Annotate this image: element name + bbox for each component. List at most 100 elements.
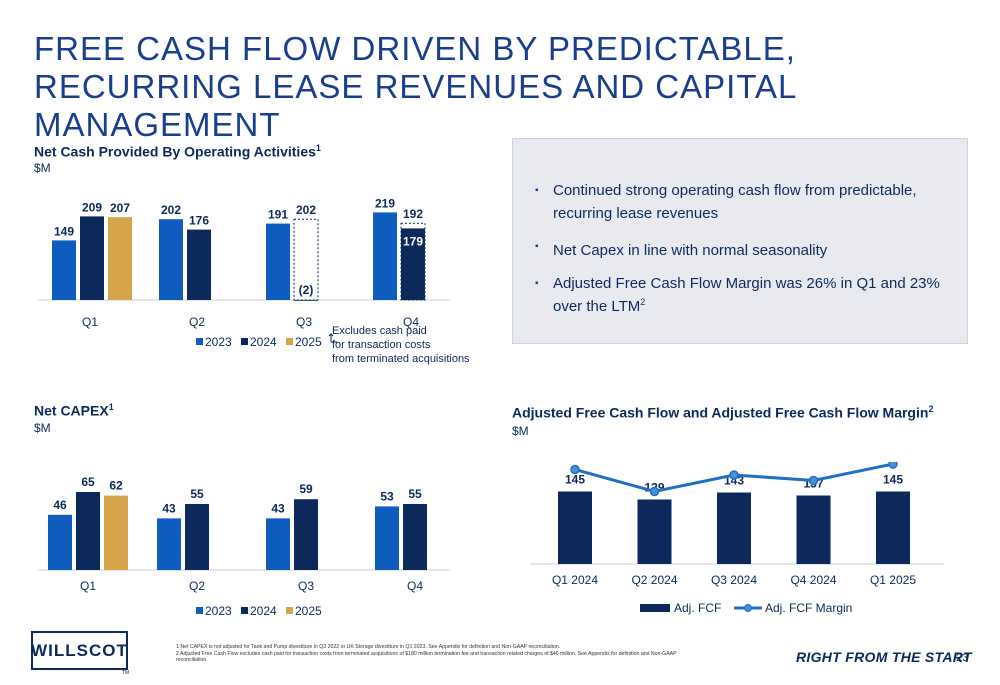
data-label-adj-fcf-margin-Q4 2024: 23%: [801, 462, 825, 474]
fcf-title: Adjusted Free Cash Flow and Adjusted Fre…: [512, 404, 933, 421]
capex-title-sup: 1: [108, 402, 114, 412]
bar-2025-Q1: [104, 495, 128, 570]
data-label-2023-Q1: 149: [54, 224, 74, 238]
opcf-title-sup: 1: [315, 143, 321, 153]
highlight-item: ▪ Continued strong operating cash flow fr…: [535, 181, 945, 223]
data-label-2023-Q3: 191: [268, 208, 288, 222]
bar-2023-Q2: [157, 518, 181, 570]
fcf-title-sup: 2: [928, 404, 934, 414]
data-label-2024-Q3: 59: [299, 482, 313, 496]
data-label-adj-fcf-Q1 2025: 145: [883, 473, 903, 487]
legend-label-2025: 2025: [295, 604, 322, 618]
legend-marker-adj-fcf-margin: [744, 604, 752, 612]
legend-label-2023: 2023: [205, 335, 232, 349]
opcf-chart: 149 209 207 Q1 202 176 Q2 191 202 (2) Q3 219 192 179 Q…: [38, 196, 470, 365]
bar-adj-fcf-Q1 2024: [558, 491, 592, 564]
point-adj-fcf-margin-Q4 2024: [808, 475, 819, 486]
opcf-unit: $M: [34, 161, 51, 175]
legend-label-2025: 2025: [295, 335, 322, 349]
bar-2025-Q1: [108, 217, 132, 300]
x-tick-label-Q1: Q1: [82, 315, 98, 329]
capex-chart: 46 65 62 Q1 43 55 Q2 43 59 Q3 53 55 Q4 2023 2024 2025: [38, 475, 450, 618]
point-adj-fcf-margin-Q1 2024: [570, 464, 580, 475]
highlight-text: Net Capex in line with normal seasonalit…: [553, 242, 828, 259]
opcf-title: Net Cash Provided By Operating Activitie…: [34, 143, 321, 160]
legend-swatch-2024: [241, 338, 248, 345]
bullet-icon: ▪: [535, 185, 539, 196]
legend-swatch-2025: [286, 607, 293, 614]
fcf-title-text: Adjusted Free Cash Flow and Adjusted Fre…: [512, 404, 929, 421]
bar-2023-Q4: [375, 506, 399, 570]
data-label-2023-Q4: 53: [380, 489, 394, 503]
capex-title-text: Net CAPEX: [34, 402, 109, 419]
x-tick-label-Q1 2025: Q1 2025: [870, 573, 916, 587]
data-label-2023-Q2: 202: [161, 203, 181, 217]
bar-adj-fcf-Q1 2025: [876, 491, 910, 564]
bar-2023-Q4: [373, 212, 397, 300]
data-label-2025-Q1: 207: [110, 201, 130, 215]
data-label-2024-Q2: 55: [190, 487, 204, 501]
data-label-2024-Q4: 179: [403, 234, 423, 248]
opcf-title-text: Net Cash Provided By Operating Activitie…: [34, 143, 316, 160]
bar-2023-Q3: [266, 223, 290, 300]
x-tick-label-Q3: Q3: [296, 315, 312, 329]
bar-2023-Q1: [52, 240, 76, 300]
bullet-icon: ▪: [535, 241, 539, 252]
callout-text-line: for transaction costs: [332, 339, 431, 351]
adjusted-bar-outline-Q4: [400, 222, 426, 301]
data-label-2024-Q1: 65: [81, 475, 95, 489]
page-number: 23: [956, 652, 969, 664]
footnote: 1 Net CAPEX is not adjusted for Tank and…: [176, 644, 561, 650]
footnote: 2 Adjusted Free Cash Flow excludes cash …: [176, 650, 677, 664]
highlights-box: ▪ Continued strong operating cash flow fr…: [512, 138, 968, 344]
x-tick-label-Q4: Q4: [403, 315, 419, 329]
legend-swatch-2025: [286, 338, 293, 345]
bar-2023-Q1: [48, 514, 72, 570]
legend-label-2023: 2023: [205, 604, 232, 618]
capex-title: Net CAPEX1: [34, 402, 114, 419]
bar-2024-Q1: [80, 216, 104, 300]
data-label-adj-fcf-margin-Q3 2024: 24%: [722, 462, 746, 468]
x-tick-label-Q1 2024: Q1 2024: [552, 573, 598, 587]
data-label-2024-Q3: (2): [299, 283, 314, 297]
x-tick-label-Q4 2024: Q4 2024: [790, 573, 836, 587]
bar-2024-Q2: [187, 229, 211, 300]
legend-label-adj-fcf: Adj. FCF: [674, 601, 721, 615]
data-label-adj-fcf-Q1 2024: 145: [565, 473, 585, 487]
bar-2023-Q3: [266, 518, 290, 570]
bar-2024-Q1: [76, 492, 100, 570]
data-label-adjusted-Q4: 192: [403, 207, 423, 221]
tagline: RIGHT FROM THE START: [796, 649, 972, 665]
legend-swatch-adj-fcf: [640, 604, 670, 612]
legend-swatch-2023: [196, 338, 203, 345]
bar-adj-fcf-Q4 2024: [796, 495, 831, 564]
callout-text-line: from terminated acquisitions: [332, 353, 470, 365]
data-label-2024-Q2: 176: [189, 214, 209, 228]
willscot-logo: WILLSCOT: [31, 631, 128, 670]
highlights-list: ▪ Continued strong operating cash flow fr…: [535, 181, 945, 330]
x-tick-label-Q3: Q3: [298, 579, 314, 593]
legend-swatch-2023: [196, 607, 203, 614]
data-label-2025-Q1: 62: [109, 479, 123, 493]
adjusted-bar-outline-Q3: [293, 218, 319, 301]
legend-swatch-2024: [241, 607, 248, 614]
highlight-item: ▪ Net Capex in line with normal seasonali…: [535, 237, 945, 260]
callout-arrow-icon: [328, 333, 337, 343]
bar-2024-Q4: [403, 504, 427, 570]
bullet-icon: ▪: [535, 278, 539, 289]
legend-label-2024: 2024: [250, 604, 277, 618]
point-adj-fcf-margin-Q3 2024: [729, 470, 739, 480]
point-adj-fcf-margin-Q2 2024: [649, 486, 660, 497]
data-label-2023-Q2: 43: [162, 501, 176, 515]
legend-label-adj-fcf-margin: Adj. FCF Margin: [765, 601, 852, 615]
bar-adj-fcf-Q2 2024: [637, 499, 672, 564]
bar-2024-Q2: [185, 504, 209, 570]
highlight-item: ▪ Adjusted Free Cash Flow Margin was 26% …: [535, 274, 945, 316]
x-tick-label-Q2: Q2: [189, 579, 205, 593]
data-label-2023-Q3: 43: [271, 501, 285, 515]
fcf-unit: $M: [512, 424, 529, 438]
highlight-text: Continued strong operating cash flow fro…: [553, 182, 917, 222]
bar-2024-Q4: [401, 228, 425, 300]
highlight-sup: 2: [640, 297, 646, 307]
